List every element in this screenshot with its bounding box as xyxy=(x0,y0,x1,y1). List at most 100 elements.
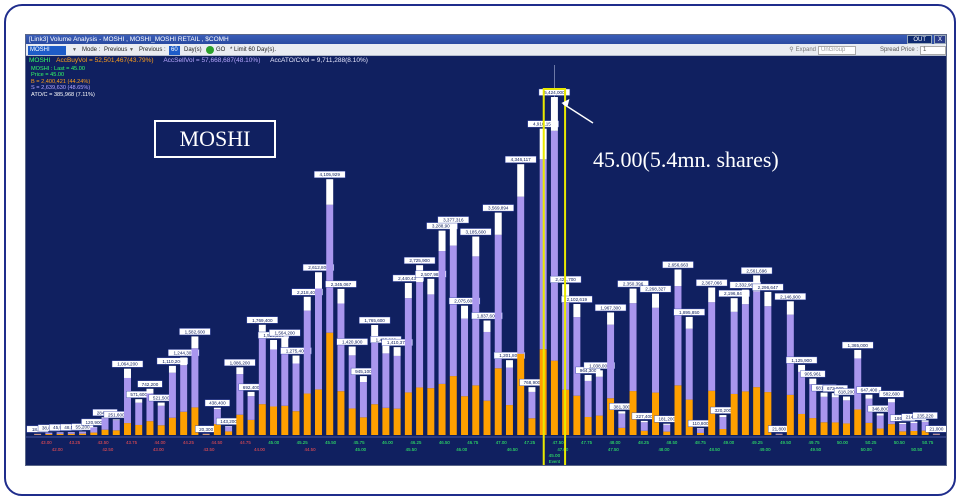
ato-volume-bar xyxy=(213,407,221,410)
sell-volume-bar xyxy=(314,288,322,390)
bar-value-label: 2,332,963 xyxy=(735,283,756,288)
bar-value-label: 21,000 xyxy=(929,427,943,432)
bar-value-label: 1,410,374 xyxy=(387,340,408,345)
bar-value-label-box xyxy=(583,362,615,370)
bar-value-label-box xyxy=(718,289,750,297)
go-button[interactable]: GO xyxy=(206,44,225,56)
buy-volume-bar xyxy=(663,431,671,435)
buy-volume-bar xyxy=(517,353,525,435)
ato-volume-bar xyxy=(708,287,716,303)
x-tick-label: 50.00 xyxy=(837,440,849,445)
days-input[interactable]: 60 xyxy=(169,45,180,55)
go-icon xyxy=(206,46,214,54)
ato-volume-bar xyxy=(505,360,513,368)
buy-volume-bar xyxy=(56,433,64,435)
sell-volume-bar xyxy=(236,374,244,415)
buy-volume-bar xyxy=(685,399,693,435)
bar-value-label: 251,600 xyxy=(108,412,125,417)
buy-volume-bar xyxy=(112,430,120,435)
buy-volume-bar xyxy=(618,427,626,435)
close-button[interactable]: X xyxy=(933,35,946,44)
sell-volume-bar xyxy=(303,310,311,394)
bar-value-label-box xyxy=(774,293,806,300)
ato-volume-bar xyxy=(404,282,412,299)
sell-volume-bar xyxy=(359,382,367,418)
bar-value-label: 2,268,327 xyxy=(645,287,666,292)
spread-price-input[interactable]: 1 xyxy=(920,45,946,55)
buy-volume-bar xyxy=(258,404,266,435)
sell-volume-bar xyxy=(416,282,424,388)
sell-volume-bar xyxy=(213,409,221,425)
symbol-input[interactable]: MOSHI xyxy=(28,45,66,55)
x-tick-label: 43.50 xyxy=(98,440,110,445)
sell-volume-bar xyxy=(764,306,772,393)
bar-value-label: 2,725,900 xyxy=(409,258,430,263)
bar-value-label-box xyxy=(842,341,874,349)
window-title: [Link3] Volume Analysis - MOSHI , MOSHI_… xyxy=(29,36,229,43)
bar-value-label-box xyxy=(179,328,211,336)
ungroup-select[interactable]: UnGroup xyxy=(818,45,856,55)
sell-volume-bar xyxy=(427,294,435,389)
sell-volume-bar xyxy=(505,367,513,406)
buy-volume-bar xyxy=(865,422,873,435)
chevron-down-icon[interactable]: ▼ xyxy=(72,47,77,53)
x-tick-label: 49.25 xyxy=(752,440,764,445)
bar-value-label: 1,365,000 xyxy=(848,343,869,348)
buy-volume-bar xyxy=(348,408,356,435)
bar-value-label: 1,038,000 xyxy=(589,363,610,368)
bar-value-label: 2,296,647 xyxy=(758,285,779,290)
bar-value-label: 1,967,300 xyxy=(600,305,621,310)
sell-volume-bar xyxy=(270,349,278,407)
buy-volume-bar xyxy=(696,432,704,435)
bar-value-label-box xyxy=(800,370,826,378)
sell-volume-bar xyxy=(258,335,266,405)
bar-value-label: 1,564,200 xyxy=(275,331,296,336)
mode-chevron-icon[interactable]: ▼ xyxy=(129,47,134,53)
bar-value-label-box xyxy=(137,380,163,388)
x-tick-label: 47.25 xyxy=(524,440,536,445)
ato-volume-bar xyxy=(146,388,154,394)
highlight-tick-label: 45.00 xyxy=(549,453,561,458)
sell-volume-bar xyxy=(831,397,839,423)
bar-value-label: 48,500 xyxy=(64,425,78,430)
bar-value-label: 1,895,850 xyxy=(679,310,700,315)
bar-value-label-box xyxy=(662,261,694,269)
ato-volume-bar xyxy=(528,387,536,392)
ato-volume-bar xyxy=(910,421,918,423)
bar-value-label-box xyxy=(448,297,481,305)
sell-volume-bar xyxy=(483,331,491,401)
bar-value-label-box xyxy=(280,347,312,355)
buy-volume-bar xyxy=(887,424,895,435)
bar-value-label: 2,075,600 xyxy=(454,299,475,304)
sell-volume-bar xyxy=(157,405,165,426)
days-value[interactable]: 60 xyxy=(169,45,180,55)
buy-volume-bar xyxy=(213,424,221,435)
ato-volume-bar xyxy=(472,236,480,257)
ato-volume-bar xyxy=(652,293,660,308)
buy-volume-bar xyxy=(528,418,536,435)
expand-button[interactable]: ⚲ Expand xyxy=(789,44,816,56)
spread-price-label: Spread Price : xyxy=(879,47,918,53)
x-tick-label: 48.75 xyxy=(695,440,707,445)
out-button[interactable]: OUT xyxy=(907,35,932,44)
buy-volume-bar xyxy=(45,434,53,435)
ato-volume-bar xyxy=(191,336,199,349)
sell-volume-bar xyxy=(820,396,828,423)
buy-volume-bar xyxy=(809,418,817,435)
mode-select[interactable]: Previous xyxy=(104,47,128,53)
sell-volume-bar xyxy=(584,380,592,417)
x-tick-label: 47.50 xyxy=(553,440,565,445)
sell-volume-bar xyxy=(337,303,345,392)
buy-volume-bar xyxy=(438,383,446,435)
stock-label-box: MOSHI xyxy=(154,120,276,158)
x-axis-strip xyxy=(26,436,946,438)
bar-value-label-box xyxy=(204,399,230,407)
sell-volume-bar xyxy=(573,317,581,396)
x-tick-label-secondary: 43.00 xyxy=(153,447,165,452)
bar-value-label: 2,440,439 xyxy=(398,276,419,281)
buy-volume-bar xyxy=(371,404,379,435)
buy-volume-bar xyxy=(124,423,131,435)
sell-volume-bar xyxy=(393,355,401,409)
ato-volume-bar xyxy=(180,357,188,366)
ato-volume-bar xyxy=(831,393,839,398)
